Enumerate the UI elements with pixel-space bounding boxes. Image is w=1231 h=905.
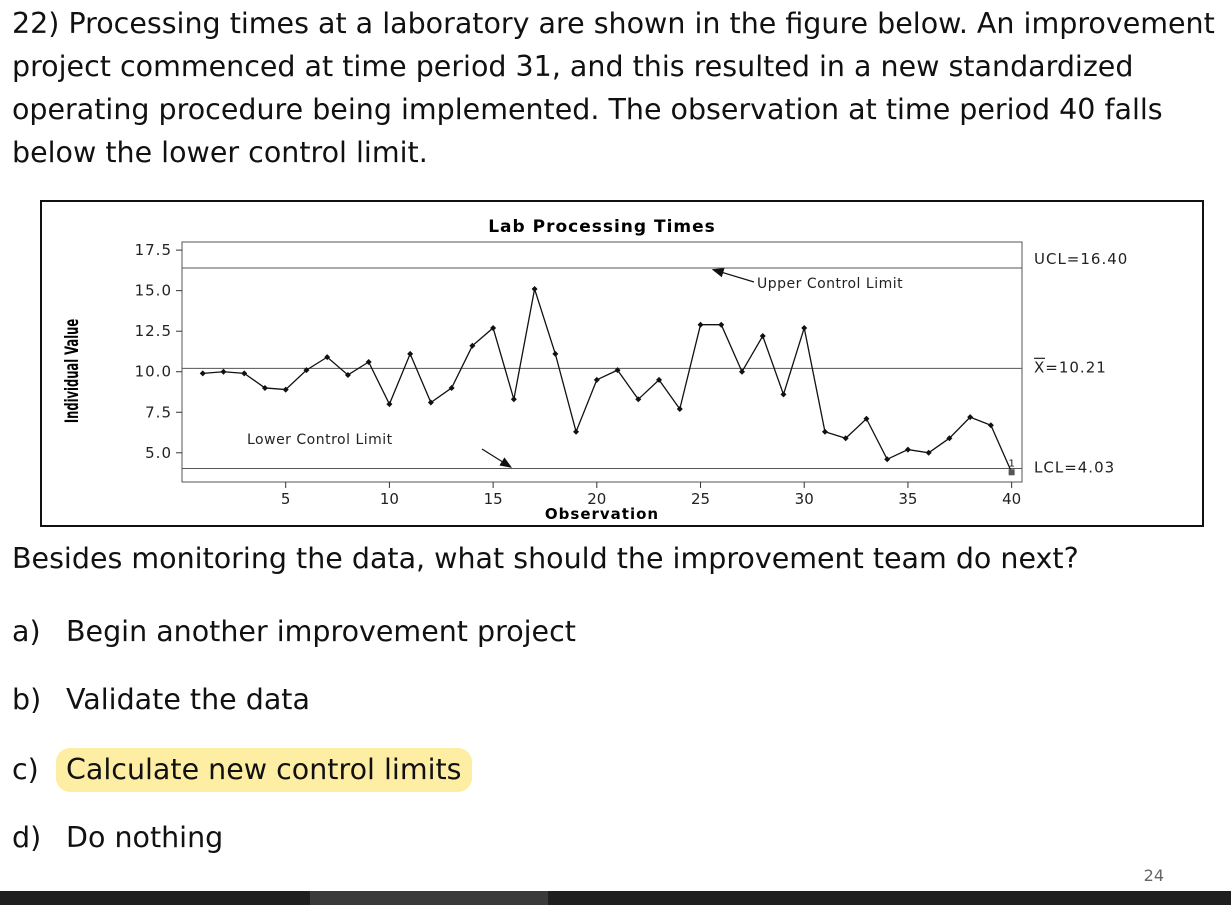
control-chart: Lab Processing Times Individual Value Ob…	[40, 200, 1204, 527]
data-point	[490, 324, 497, 331]
option-a[interactable]: a) Begin another improvement project	[12, 610, 632, 660]
data-point	[324, 354, 331, 361]
data-point	[531, 286, 538, 293]
chart-title: Lab Processing Times	[488, 217, 716, 237]
prompt-text: Besides monitoring the data, what should…	[12, 542, 1079, 575]
upper-limit-arrow	[711, 268, 755, 283]
data-point	[261, 384, 268, 391]
data-point	[676, 406, 683, 413]
control-limits: UCL=16.40 X=10.21 LCL=4.03	[182, 250, 1128, 477]
option-letter: b)	[12, 683, 42, 716]
data-point	[759, 333, 766, 340]
flagged-point-label: 1	[1008, 458, 1014, 469]
ucl-label: UCL=16.40	[1034, 250, 1128, 268]
y-tick-label: 17.5	[135, 241, 172, 259]
option-text: Validate the data	[66, 683, 310, 716]
option-text: Do nothing	[66, 821, 224, 854]
data-point	[593, 376, 600, 383]
annotations: Upper Control Limit Lower Control Limit	[247, 268, 903, 468]
data-point	[510, 396, 517, 403]
data-point	[199, 370, 206, 377]
data-point	[365, 359, 372, 365]
data-point	[904, 446, 911, 453]
data-point	[635, 396, 642, 403]
y-tick-label: 7.5	[145, 403, 172, 421]
data-point	[821, 428, 828, 435]
taskbar-item[interactable]	[310, 891, 548, 905]
option-c[interactable]: c) Calculate new control limits	[12, 748, 632, 798]
data-series: 1	[199, 286, 1015, 476]
data-point	[386, 401, 393, 408]
y-tick-label: 12.5	[135, 322, 172, 340]
lower-limit-annotation: Lower Control Limit	[247, 432, 393, 448]
data-point	[739, 368, 745, 375]
option-text: Begin another improvement project	[66, 615, 576, 648]
data-point	[863, 415, 870, 422]
data-point	[407, 350, 414, 357]
option-d[interactable]: d) Do nothing	[12, 816, 632, 866]
taskbar	[0, 891, 1231, 905]
y-tick-label: 15.0	[135, 282, 172, 300]
series-line	[202, 288, 1013, 473]
data-point	[241, 370, 248, 377]
data-point	[967, 414, 974, 421]
x-tick-label: 35	[898, 490, 917, 508]
cl-label: X=10.21	[1034, 358, 1107, 376]
x-tick-label: 25	[691, 490, 710, 508]
data-point	[697, 321, 704, 328]
data-point	[469, 342, 476, 349]
question-text: 22) Processing times at a laboratory are…	[12, 7, 1215, 169]
data-point	[344, 371, 351, 378]
data-point	[842, 435, 849, 442]
data-point	[718, 321, 725, 328]
chart-svg: Lab Processing Times Individual Value Ob…	[61, 217, 1128, 523]
page-number: 24	[1143, 866, 1164, 885]
data-point	[282, 386, 289, 393]
option-b[interactable]: b) Validate the data	[12, 678, 632, 728]
x-tick-label: 10	[380, 490, 399, 508]
x-tick-label: 40	[1002, 490, 1021, 508]
x-tick-label: 30	[795, 490, 814, 508]
data-point	[656, 376, 663, 383]
plot-area	[181, 241, 1023, 483]
data-point	[220, 368, 227, 375]
data-point	[573, 428, 580, 435]
option-text: Calculate new control limits	[56, 748, 472, 792]
data-point	[780, 391, 787, 398]
axes: 5.0 7.5 10.0 12.5 15.0 17.5 5 10 15 20 25 30 35 40	[135, 241, 1023, 508]
data-point	[801, 324, 808, 331]
y-axis-label: Individual Value	[61, 319, 83, 423]
option-letter: a)	[12, 615, 41, 648]
data-point	[884, 456, 891, 463]
data-point	[552, 350, 559, 357]
data-point	[925, 449, 932, 456]
x-axis-label: Observation	[545, 505, 659, 523]
x-tick-label: 5	[281, 490, 291, 508]
lower-limit-arrow	[481, 448, 513, 468]
flagged-point	[1008, 469, 1015, 476]
data-point	[303, 367, 310, 374]
data-point	[987, 422, 994, 429]
option-letter: d)	[12, 821, 42, 854]
option-letter: c)	[12, 753, 39, 786]
upper-limit-annotation: Upper Control Limit	[757, 276, 903, 292]
data-point	[427, 399, 434, 406]
x-tick-label: 20	[587, 490, 606, 508]
y-tick-label: 10.0	[135, 363, 172, 381]
x-tick-label: 15	[484, 490, 503, 508]
y-tick-label: 5.0	[145, 444, 172, 462]
data-point	[448, 384, 455, 391]
lcl-label: LCL=4.03	[1034, 459, 1115, 477]
data-point	[614, 367, 621, 374]
data-point	[946, 435, 953, 442]
